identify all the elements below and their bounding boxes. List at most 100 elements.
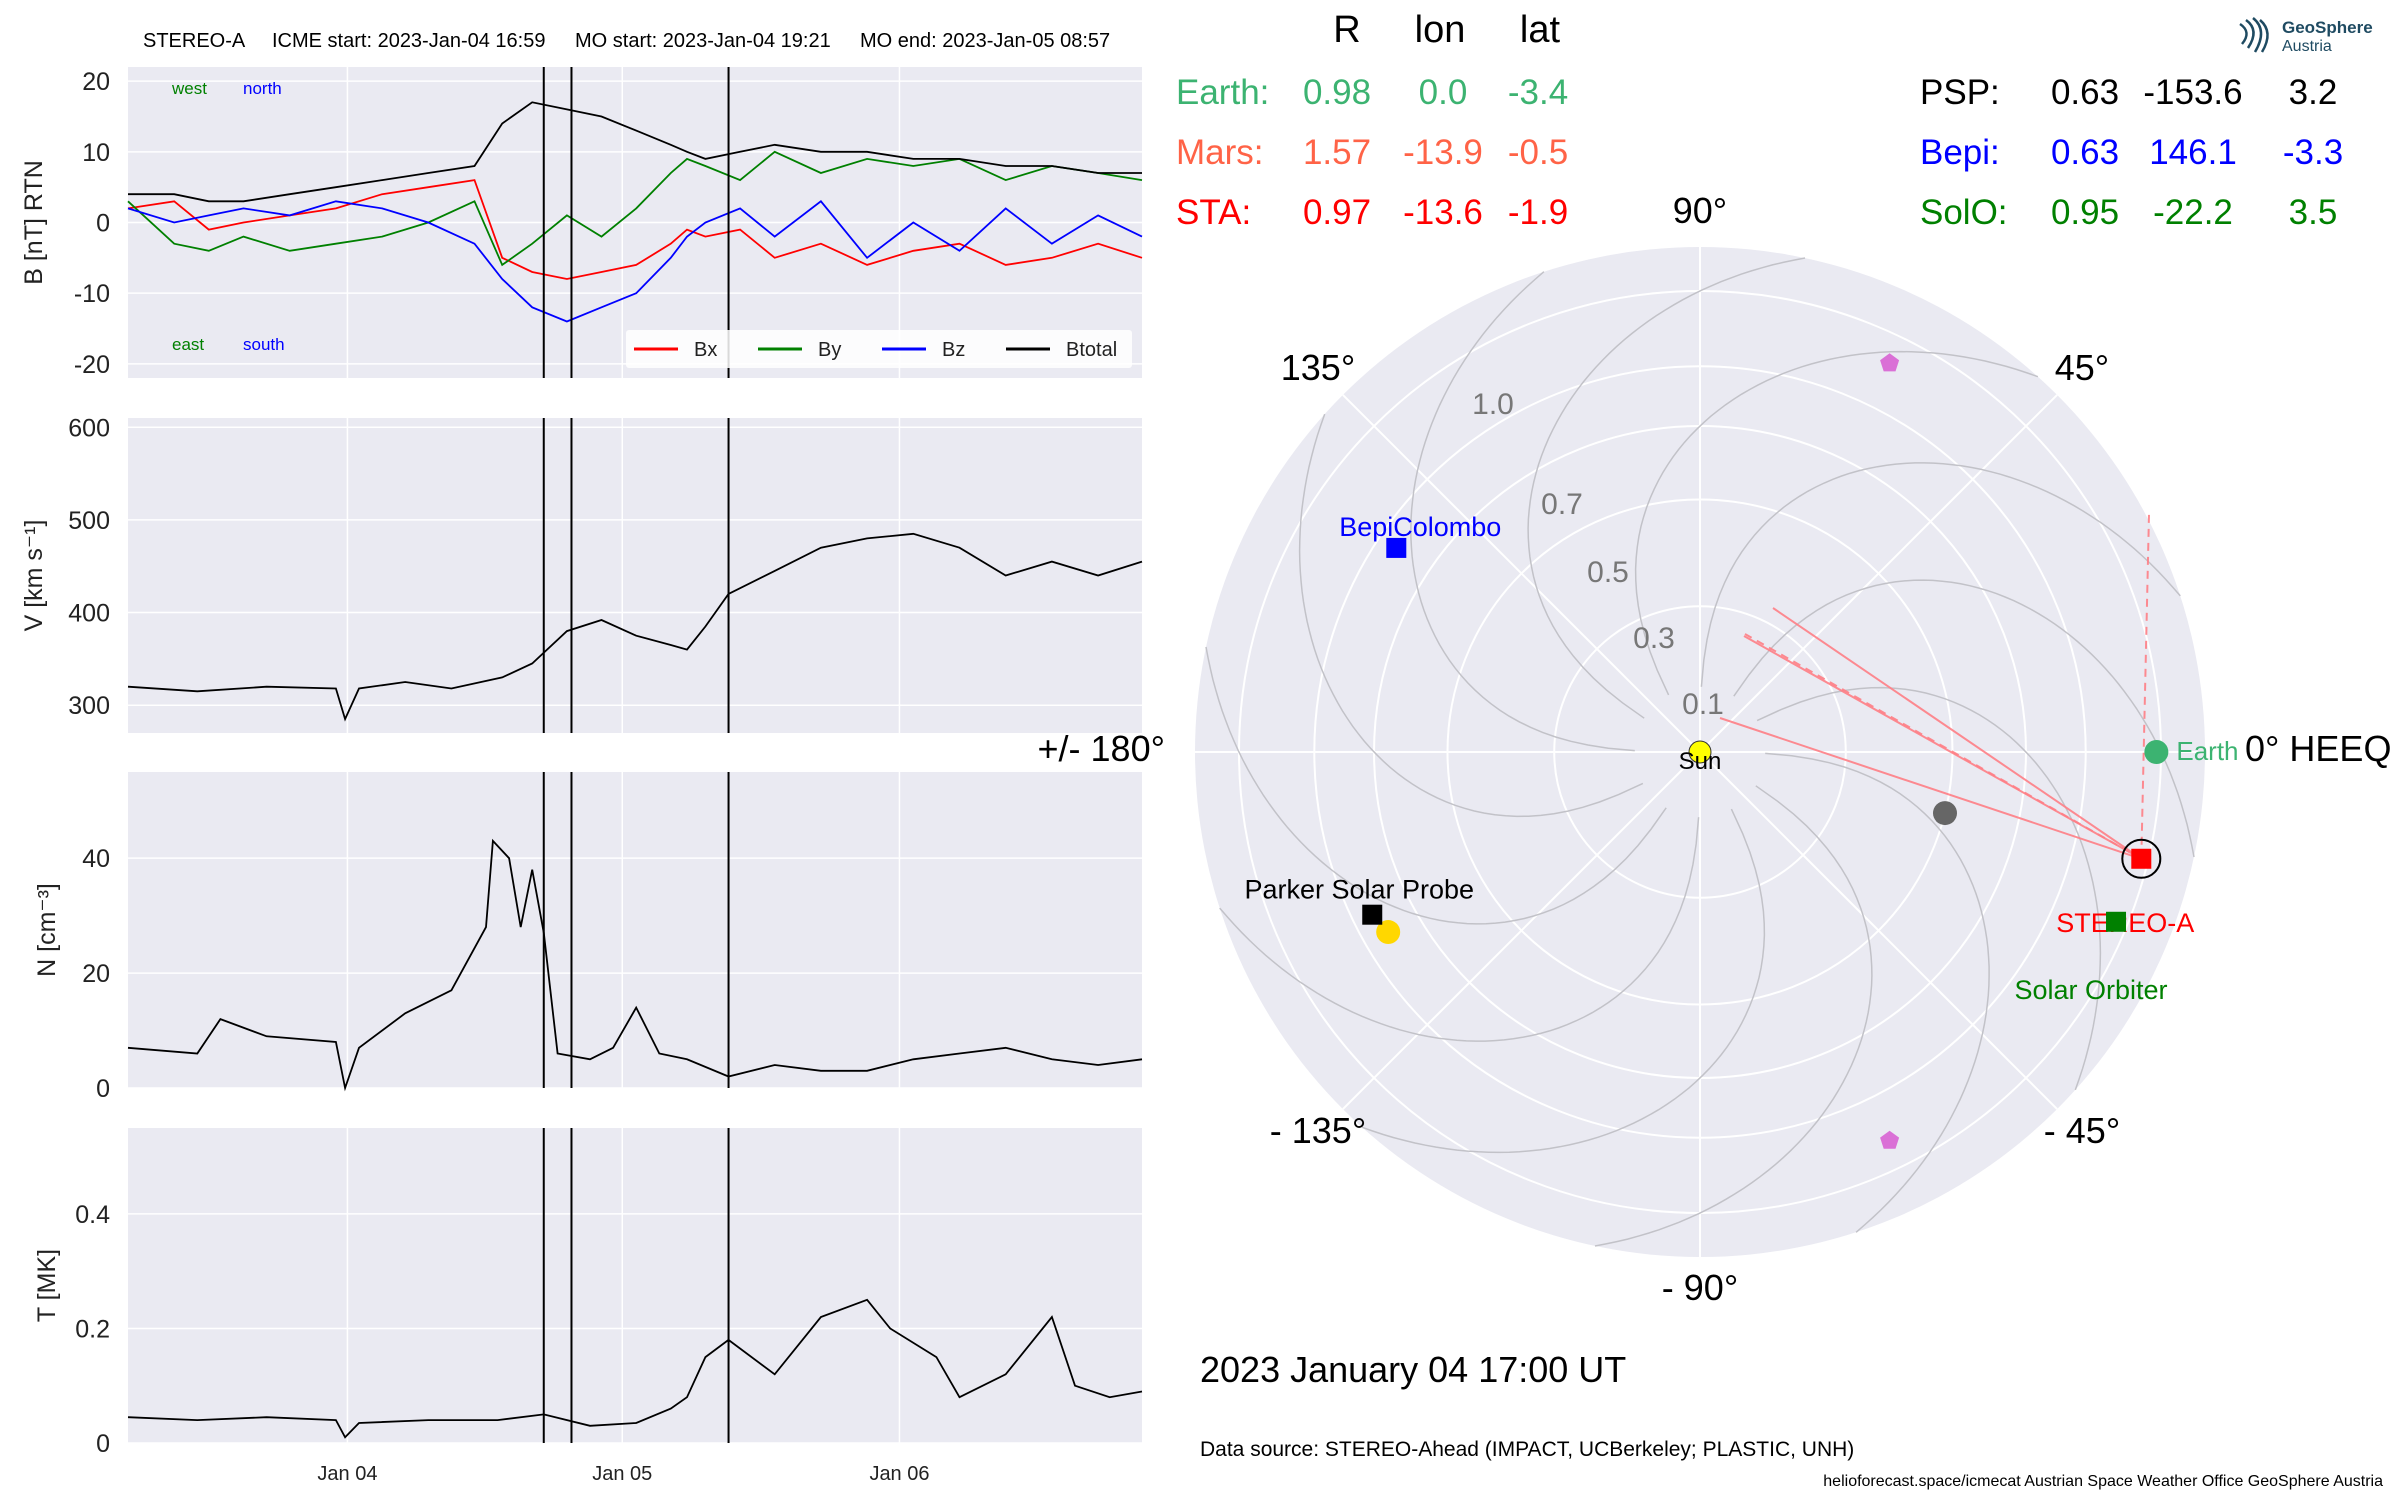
y-tick-label: 0	[96, 210, 110, 238]
legend-label: By	[818, 339, 841, 361]
spiral-field-line	[1700, 462, 2181, 687]
header-mo-end: MO end: 2023-Jan-05 08:57	[860, 30, 1110, 52]
table-row-name: Earth:	[1176, 73, 1269, 112]
angular-gridline	[1699, 751, 2058, 1110]
timeseries-panels: 20 10 0 -10 -20 B [nT] RTN west north east south B…	[20, 67, 1143, 1485]
sta-field-of-view	[1719, 513, 2150, 860]
earth-label: Earth	[2176, 736, 2238, 766]
angle-label: 135°	[1281, 347, 1355, 388]
sun-label: Sun	[1679, 748, 1722, 775]
table-cell-lon: 0.0	[1419, 73, 1468, 112]
y-tick-label: 20	[82, 960, 110, 988]
angle-label: - 90°	[1662, 1267, 1738, 1308]
table-cell-lon: -13.6	[1403, 193, 1483, 232]
table-row-name: SolO:	[1920, 193, 2008, 232]
x-tick-label: Jan 06	[869, 1463, 929, 1485]
legend-label: Bz	[942, 339, 965, 361]
table-row-name: PSP:	[1920, 73, 2000, 112]
planet-marker-pentagon	[1880, 1130, 1900, 1149]
series-line-bz	[127, 200, 1143, 323]
table-row-name: Mars:	[1176, 133, 1264, 172]
fov-line	[1772, 607, 2142, 860]
spiral-field-line	[1298, 413, 1644, 818]
radial-tick-label: 0.5	[1587, 556, 1629, 589]
footer-label: helioforecast.space/icmecat Austrian Spa…	[1823, 1473, 2383, 1490]
angle-label: - 45°	[2044, 1110, 2120, 1151]
y-tick-label: 400	[68, 600, 110, 628]
solar-orbiter-marker	[2106, 911, 2127, 932]
geosphere-logo-icon	[2239, 17, 2269, 53]
header-mo-start: MO start: 2023-Jan-04 19:21	[575, 30, 831, 52]
y-tick-label: 20	[82, 68, 110, 96]
table-cell-r: 0.63	[2051, 133, 2119, 172]
radial-tick-label: 0.3	[1633, 622, 1675, 655]
series-line-v	[127, 532, 1143, 722]
header-spacecraft: STEREO-A	[143, 30, 246, 52]
spiral-field-line	[1205, 646, 1667, 925]
y-tick-label: -20	[74, 351, 110, 379]
fov-line	[1719, 717, 2142, 860]
table-row-name: Bepi:	[1920, 133, 2000, 172]
spiral-field-line	[1410, 271, 1635, 752]
bepicolombo-marker	[1386, 537, 1407, 558]
table-cell-lat: -3.3	[2283, 133, 2343, 172]
stereo-a-ring	[2121, 838, 2162, 879]
y-tick-label: 500	[68, 507, 110, 535]
series-line-bx	[127, 179, 1143, 280]
table-column-header: lat	[1520, 9, 1561, 51]
region-south: south	[243, 335, 285, 354]
angular-gridline	[1699, 394, 2058, 753]
spiral-field-line	[1594, 785, 1873, 1247]
angle-label: 45°	[2055, 347, 2109, 388]
spiral-field-line	[1756, 686, 2102, 1091]
parker-solar-probe-label: Parker Solar Probe	[1244, 875, 1474, 905]
table-cell-lon: -153.6	[2143, 73, 2242, 112]
y-tick-label: 0.4	[75, 1201, 110, 1229]
table-cell-lon: -22.2	[2153, 193, 2233, 232]
polar-plot: 0.10.30.5 0.7 1.0 0° HEEQ 45° 90° 135° +/- 180°…	[1038, 190, 2392, 1308]
x-tick-label: Jan 04	[317, 1463, 377, 1485]
angle-label: 90°	[1673, 190, 1727, 231]
earth-marker	[2144, 740, 2169, 764]
angular-gridline	[1342, 751, 1701, 1110]
stereo-a-marker	[2131, 848, 2152, 869]
panel-3: 0.4 0.2 0 T [MK] Jan 04 Jan 05 Jan 06	[33, 1128, 1143, 1485]
y-tick-label: 0.2	[75, 1315, 110, 1343]
y-axis-label: V [km s⁻¹]	[20, 520, 48, 632]
table-cell-lon: 146.1	[2149, 133, 2237, 172]
fov-line	[2140, 513, 2150, 859]
series-line-by	[127, 150, 1143, 267]
sun-marker	[1688, 740, 1712, 764]
angle-label: +/- 180°	[1038, 728, 1165, 769]
planet-marker-pentagon	[1880, 353, 1900, 372]
angular-gridline	[1342, 394, 1701, 753]
legend-box	[626, 330, 1132, 368]
series-line-n	[127, 838, 1143, 1092]
data-source-label: Data source: STEREO-Ahead (IMPACT, UCBer…	[1200, 1438, 1854, 1461]
y-axis-label: B [nT] RTN	[20, 160, 48, 285]
table-cell-lat: -0.5	[1508, 133, 1568, 172]
y-tick-label: 600	[68, 414, 110, 442]
table-cell-lat: 3.2	[2289, 73, 2338, 112]
table-cell-lat: 3.5	[2289, 193, 2338, 232]
solar-orbiter-label: Solar Orbiter	[2014, 975, 2167, 1005]
table-cell-r: 0.98	[1303, 73, 1371, 112]
y-tick-label: 0	[96, 1075, 110, 1103]
radial-tick-label: 0.1	[1682, 688, 1724, 721]
logo-sub: Austria	[2282, 38, 2332, 55]
panel-background	[128, 1128, 1142, 1443]
panel-2: 40 20 0 N [cm⁻³]	[33, 772, 1143, 1103]
fov-line	[1744, 633, 2142, 860]
spiral-field-line	[1634, 350, 2039, 696]
parker-spirals	[1205, 257, 2195, 1247]
region-east: east	[172, 335, 204, 354]
region-west: west	[171, 79, 207, 98]
legend-label: Btotal	[1066, 339, 1117, 361]
planet-marker	[1376, 920, 1401, 945]
table-cell-r: 0.95	[2051, 193, 2119, 232]
table-cell-r: 0.63	[2051, 73, 2119, 112]
radial-tick-label: 1.0	[1472, 388, 1514, 421]
radial-tick-label: 0.7	[1541, 488, 1583, 521]
